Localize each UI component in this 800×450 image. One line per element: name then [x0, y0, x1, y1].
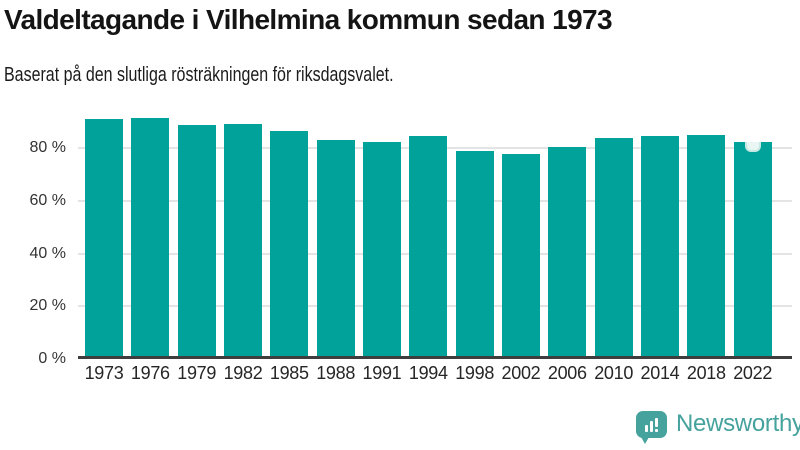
x-tick-label: 1988	[316, 363, 356, 383]
bar-1979	[177, 124, 216, 359]
bar-1985	[270, 130, 309, 359]
x-axis-labels: 1973 1976 1979 1982 1985 1988 1991 1994 1998 2002…	[0, 363, 800, 389]
chart-title: Valdeltagande i Vilhelmina kommun sedan …	[4, 4, 613, 35]
x-tick-label: 1985	[269, 363, 309, 383]
bar-1973	[85, 119, 123, 359]
bar-1994	[409, 135, 448, 359]
x-tick-label: 2006	[547, 363, 587, 383]
x-tick-label: 1976	[130, 363, 170, 383]
bar-2002	[501, 154, 540, 359]
logo-exclamation-icon	[655, 417, 658, 432]
y-tick-label: 40 %	[29, 244, 66, 262]
chart-area: 0 % 20 % 40 % 60 % 80 %	[0, 115, 800, 367]
y-tick-label: 0 %	[38, 350, 66, 367]
x-tick-label: 2002	[501, 363, 541, 383]
bar-1976	[131, 118, 170, 359]
bar-2018	[687, 135, 726, 359]
latest-value-notch-marker	[744, 141, 761, 152]
x-tick-label: 1982	[223, 363, 263, 383]
bar-1991	[362, 141, 401, 359]
bar-2010	[594, 137, 633, 359]
x-tick-label: 2018	[686, 363, 726, 383]
x-tick-label: 1973	[84, 363, 124, 383]
logo-text: Newsworthy	[676, 410, 800, 437]
x-tick-label: 1979	[177, 363, 217, 383]
x-tick-label: 2010	[594, 363, 634, 383]
plot-area	[78, 115, 792, 359]
x-axis-line	[78, 356, 792, 359]
x-tick-label: 2022	[733, 363, 773, 383]
bar-1998	[455, 150, 494, 359]
y-tick-label: 60 %	[29, 191, 66, 209]
bar-2014	[640, 135, 679, 359]
y-tick-label: 80 %	[29, 139, 66, 157]
logo-bar-icon	[645, 424, 648, 432]
y-tick-label: 20 %	[29, 297, 66, 315]
x-tick-label: 1991	[362, 363, 402, 383]
bar-1982	[223, 124, 262, 359]
chart-subtitle: Baserat på den slutliga rösträkningen fö…	[4, 64, 394, 86]
bar-1988	[316, 139, 355, 359]
x-tick-label: 1994	[408, 363, 448, 383]
bar-2006	[548, 146, 587, 359]
x-tick-label: 2014	[640, 363, 680, 383]
bar-2022	[733, 141, 772, 359]
newsworthy-logo: Newsworthy	[636, 410, 800, 444]
logo-bar-icon	[650, 420, 653, 432]
logo-speech-bubble-bar-chart-icon	[636, 410, 667, 444]
y-axis-labels: 0 % 20 % 40 % 60 % 80 %	[0, 115, 72, 367]
x-tick-label: 1998	[455, 363, 495, 383]
